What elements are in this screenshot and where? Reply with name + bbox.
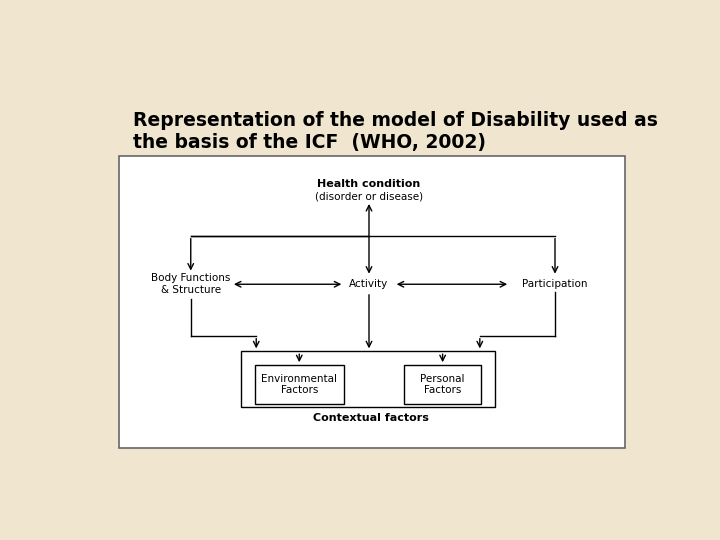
FancyArrowPatch shape bbox=[253, 339, 259, 347]
Text: Personal
Factors: Personal Factors bbox=[420, 374, 465, 395]
FancyArrowPatch shape bbox=[440, 354, 446, 361]
FancyArrowPatch shape bbox=[366, 205, 372, 272]
Text: Body Functions
& Structure: Body Functions & Structure bbox=[151, 273, 230, 295]
Bar bbox=[255, 365, 344, 403]
Bar bbox=[404, 365, 482, 403]
FancyArrowPatch shape bbox=[235, 281, 340, 287]
FancyArrowPatch shape bbox=[366, 295, 372, 347]
Text: Activity: Activity bbox=[349, 279, 389, 289]
Text: Representation of the model of Disability used as: Representation of the model of Disabilit… bbox=[132, 111, 657, 130]
FancyArrowPatch shape bbox=[477, 339, 482, 347]
Text: Environmental
Factors: Environmental Factors bbox=[261, 374, 337, 395]
Text: Participation: Participation bbox=[522, 279, 588, 289]
Bar bbox=[120, 156, 625, 448]
Text: (disorder or disease): (disorder or disease) bbox=[315, 192, 423, 202]
Text: the basis of the ICF  (WHO, 2002): the basis of the ICF (WHO, 2002) bbox=[132, 132, 485, 152]
FancyArrowPatch shape bbox=[297, 354, 302, 361]
FancyArrowPatch shape bbox=[398, 281, 505, 287]
Text: Contextual factors: Contextual factors bbox=[313, 413, 429, 423]
Bar bbox=[240, 351, 495, 408]
FancyArrowPatch shape bbox=[552, 239, 558, 272]
FancyArrowPatch shape bbox=[188, 239, 194, 269]
Text: Health condition: Health condition bbox=[318, 179, 420, 189]
